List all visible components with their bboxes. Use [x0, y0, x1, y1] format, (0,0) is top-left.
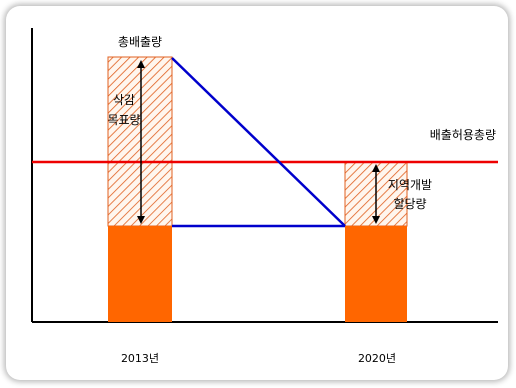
bar-2013-allowed — [108, 226, 172, 322]
total-emissions-label: 총배출량 — [118, 35, 162, 49]
reduction-target-label-1: 삭감 — [113, 93, 135, 107]
year-2013-label: 2013년 — [121, 352, 159, 365]
bar-2020-allowed — [345, 226, 407, 322]
reduction-target-label-2: 목표량 — [107, 113, 140, 127]
year-2020-label: 2020년 — [358, 352, 396, 365]
diagram-card — [6, 6, 508, 380]
regional-dev-label-1: 지역개발 — [388, 178, 432, 192]
reduction-trend-line — [171, 57, 346, 227]
regional-dev-label-2: 할당량 — [393, 197, 426, 211]
allowed-total-label: 배출허용총량 — [430, 128, 496, 142]
reduction-target-hatched-box — [107, 56, 173, 227]
